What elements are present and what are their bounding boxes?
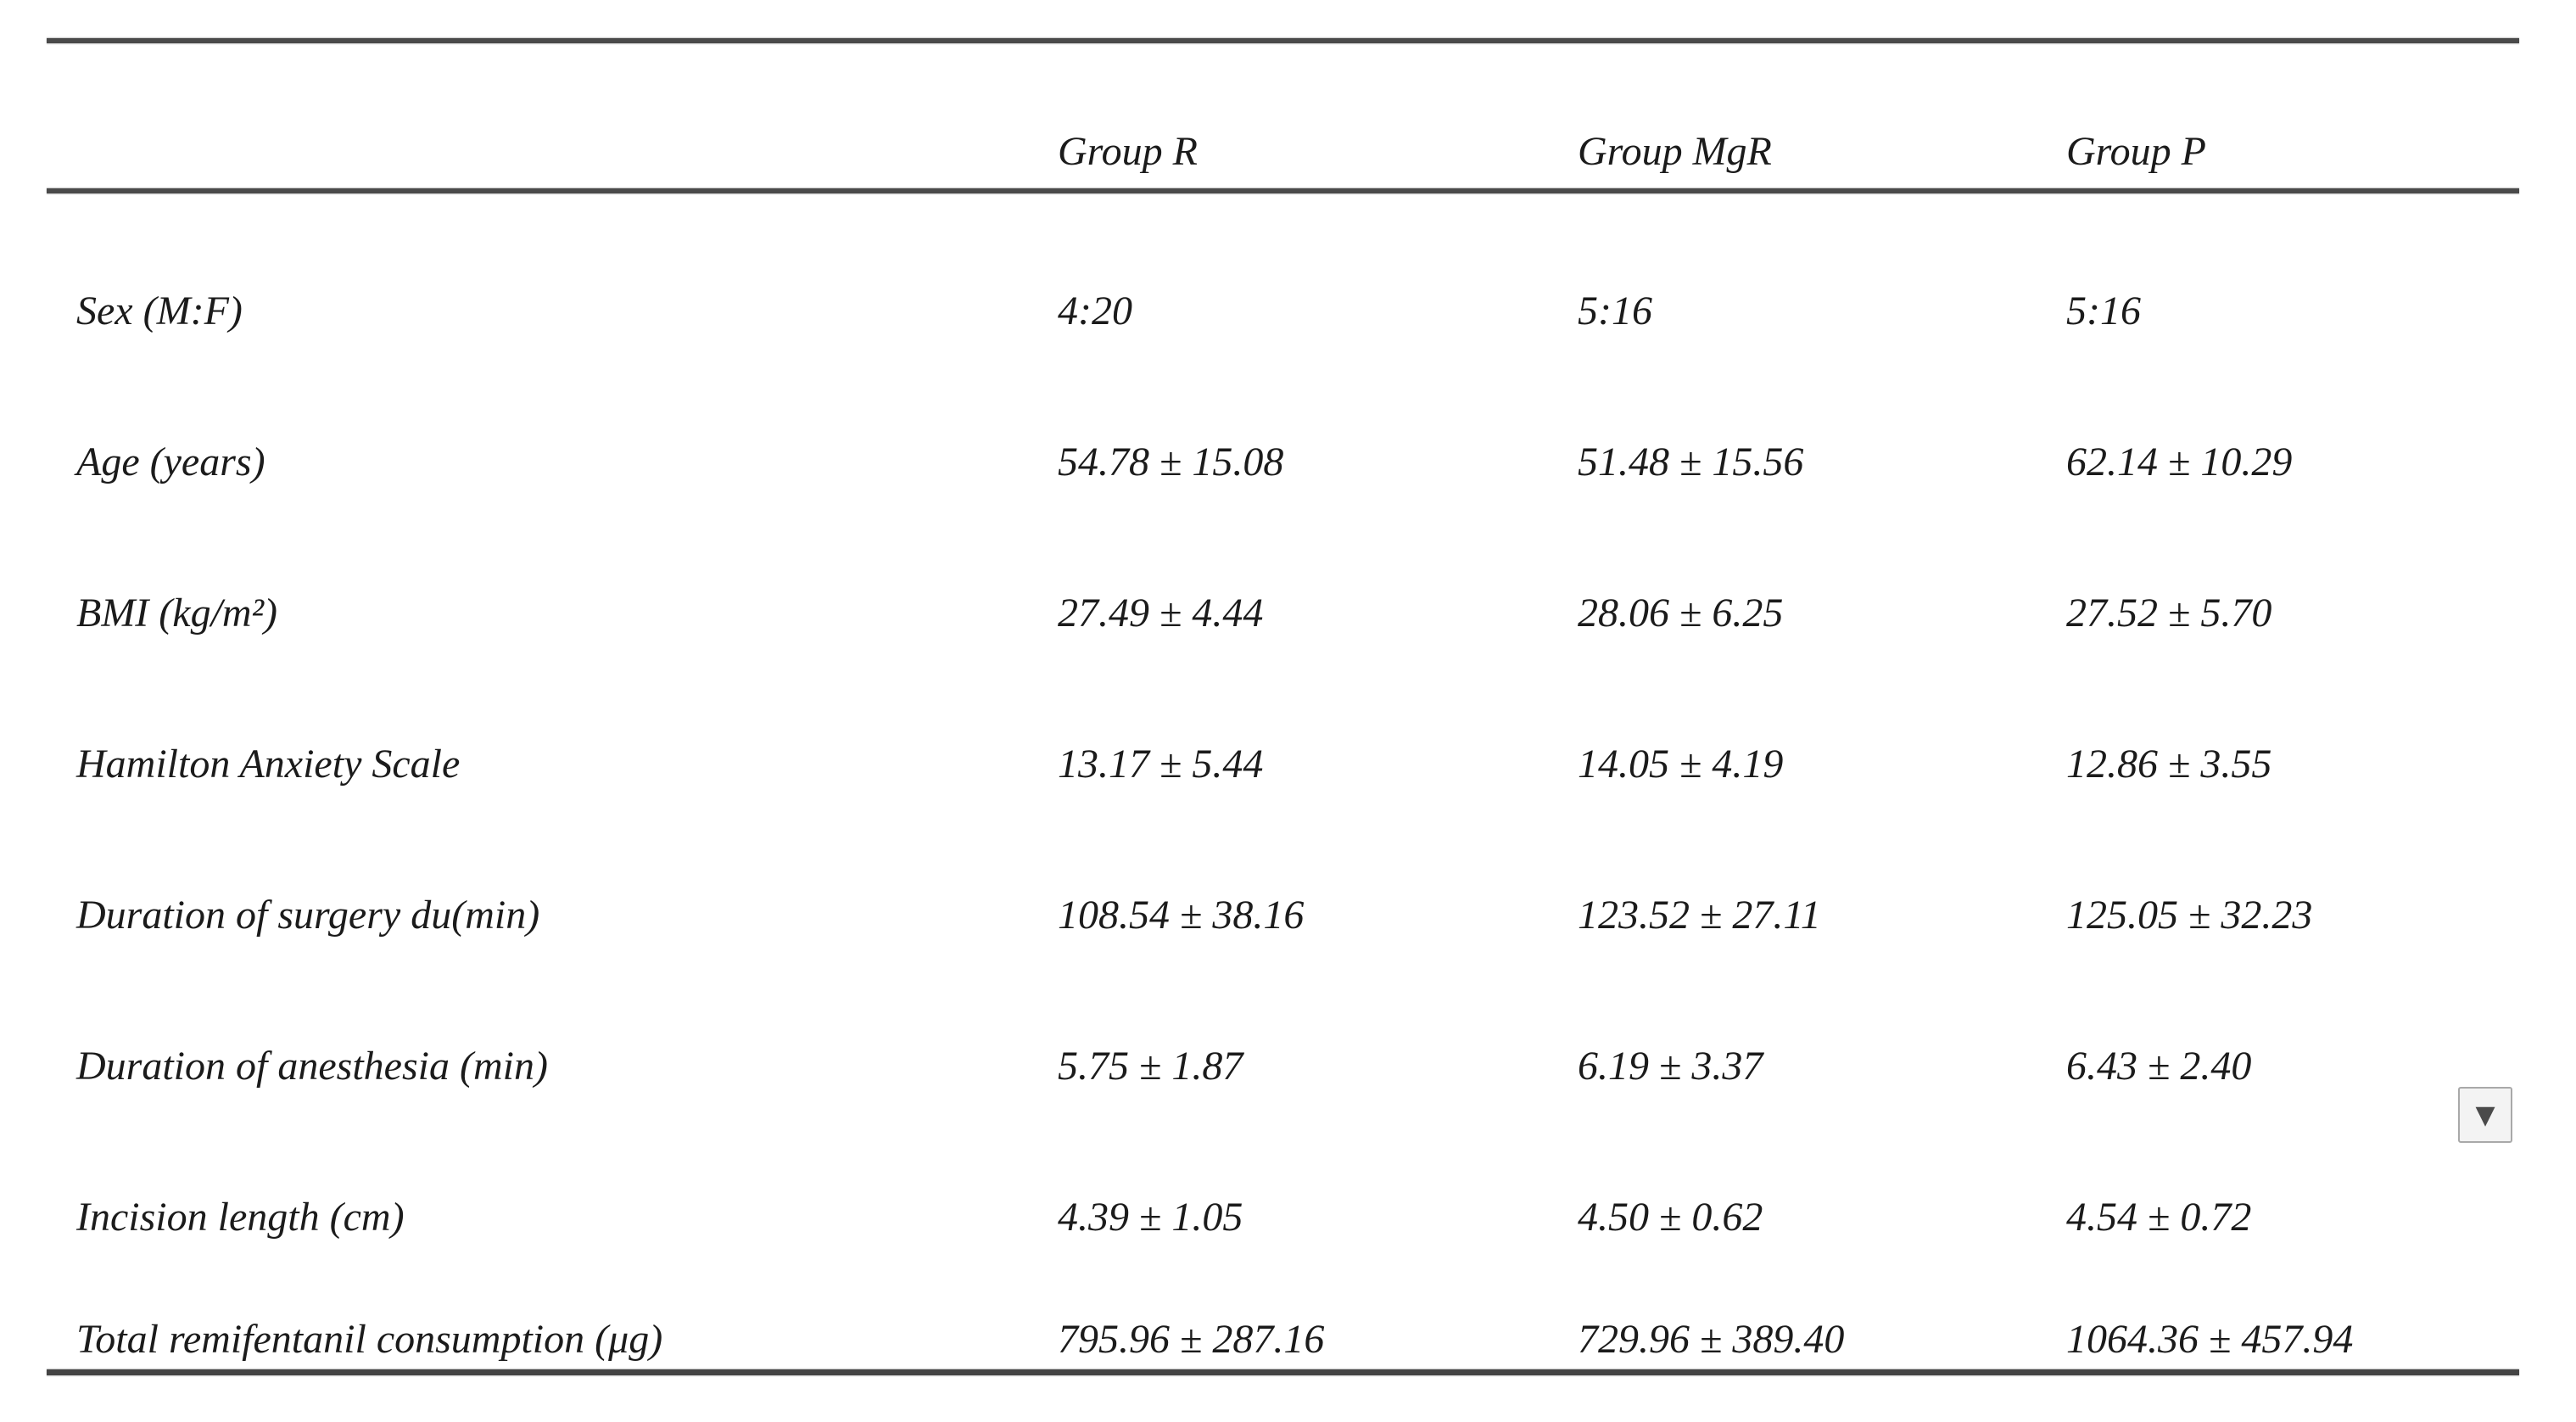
cell-value: 4:20: [1058, 288, 1132, 333]
row-label: Duration of surgery du(min): [76, 892, 540, 938]
table-row-hamilton: Hamilton Anxiety Scale 13.17 ± 5.44 14.0…: [47, 647, 2519, 798]
table-row-remifentanil-total: Total remifentanil consumption (μg) 795.…: [47, 1251, 2519, 1369]
cell-value: 13.17 ± 5.44: [1058, 741, 1264, 787]
table-row-anesthesia-duration: Duration of anesthesia (min) 5.75 ± 1.87…: [47, 949, 2519, 1100]
row-label: Age (years): [76, 439, 265, 484]
cell-value: 6.19 ± 3.37: [1578, 1043, 1763, 1089]
cell-value: 4.54 ± 0.72: [2066, 1194, 2252, 1240]
cell-value: 27.49 ± 4.44: [1058, 590, 1264, 635]
table-row-incision-length: Incision length (cm) 4.39 ± 1.05 4.50 ± …: [47, 1100, 2519, 1251]
cell-value: 795.96 ± 287.16: [1058, 1316, 1325, 1362]
row-label: Duration of anesthesia (min): [76, 1043, 548, 1089]
row-label: Hamilton Anxiety Scale: [76, 741, 461, 787]
table-bottom-rule: [47, 1369, 2519, 1375]
cell-value: 4.50 ± 0.62: [1578, 1194, 1763, 1240]
table-row-age: Age (years) 54.78 ± 15.08 51.48 ± 15.56 …: [47, 344, 2519, 495]
row-label: Incision length (cm): [76, 1194, 405, 1240]
cell-value: 108.54 ± 38.16: [1058, 892, 1305, 938]
cell-value: 4.39 ± 1.05: [1058, 1194, 1243, 1240]
table-row-bmi: BMI (kg/m²) 27.49 ± 4.44 28.06 ± 6.25 27…: [47, 495, 2519, 647]
table-top-rule: [47, 38, 2519, 43]
cell-value: 5.75 ± 1.87: [1058, 1043, 1243, 1089]
row-label: BMI (kg/m²): [76, 590, 277, 635]
column-header-group-r: Group R: [1058, 128, 1198, 174]
table-header-rule: [47, 188, 2519, 193]
table-header-row: Group R Group MgR Group P: [47, 43, 2519, 188]
cell-value: 1064.36 ± 457.94: [2066, 1316, 2354, 1362]
cell-value: 5:16: [2066, 288, 2141, 333]
dropdown-arrow-button[interactable]: ▼: [2458, 1087, 2512, 1143]
table-row-surgery-duration: Duration of surgery du(min) 108.54 ± 38.…: [47, 798, 2519, 949]
cell-value: 6.43 ± 2.40: [2066, 1043, 2252, 1089]
cell-value: 51.48 ± 15.56: [1578, 439, 1804, 484]
cell-value: 28.06 ± 6.25: [1578, 590, 1784, 635]
column-header-group-mgr: Group MgR: [1578, 128, 1772, 174]
row-label: Total remifentanil consumption (μg): [76, 1316, 663, 1362]
column-header-group-p: Group P: [2066, 128, 2206, 174]
cell-value: 12.86 ± 3.55: [2066, 741, 2272, 787]
cell-value: 54.78 ± 15.08: [1058, 439, 1284, 484]
cell-value: 123.52 ± 27.11: [1578, 892, 1821, 938]
chevron-down-icon: ▼: [2475, 1100, 2495, 1130]
cell-value: 125.05 ± 32.23: [2066, 892, 2313, 938]
cell-value: 729.96 ± 389.40: [1578, 1316, 1845, 1362]
row-label: Sex (M:F): [76, 288, 243, 333]
cell-value: 5:16: [1578, 288, 1652, 333]
cell-value: 62.14 ± 10.29: [2066, 439, 2293, 484]
table-row-sex: Sex (M:F) 4:20 5:16 5:16: [47, 193, 2519, 344]
cell-value: 14.05 ± 4.19: [1578, 741, 1784, 787]
demographics-table: Group R Group MgR Group P Sex (M:F) 4:20…: [47, 38, 2519, 1375]
cell-value: 27.52 ± 5.70: [2066, 590, 2272, 635]
